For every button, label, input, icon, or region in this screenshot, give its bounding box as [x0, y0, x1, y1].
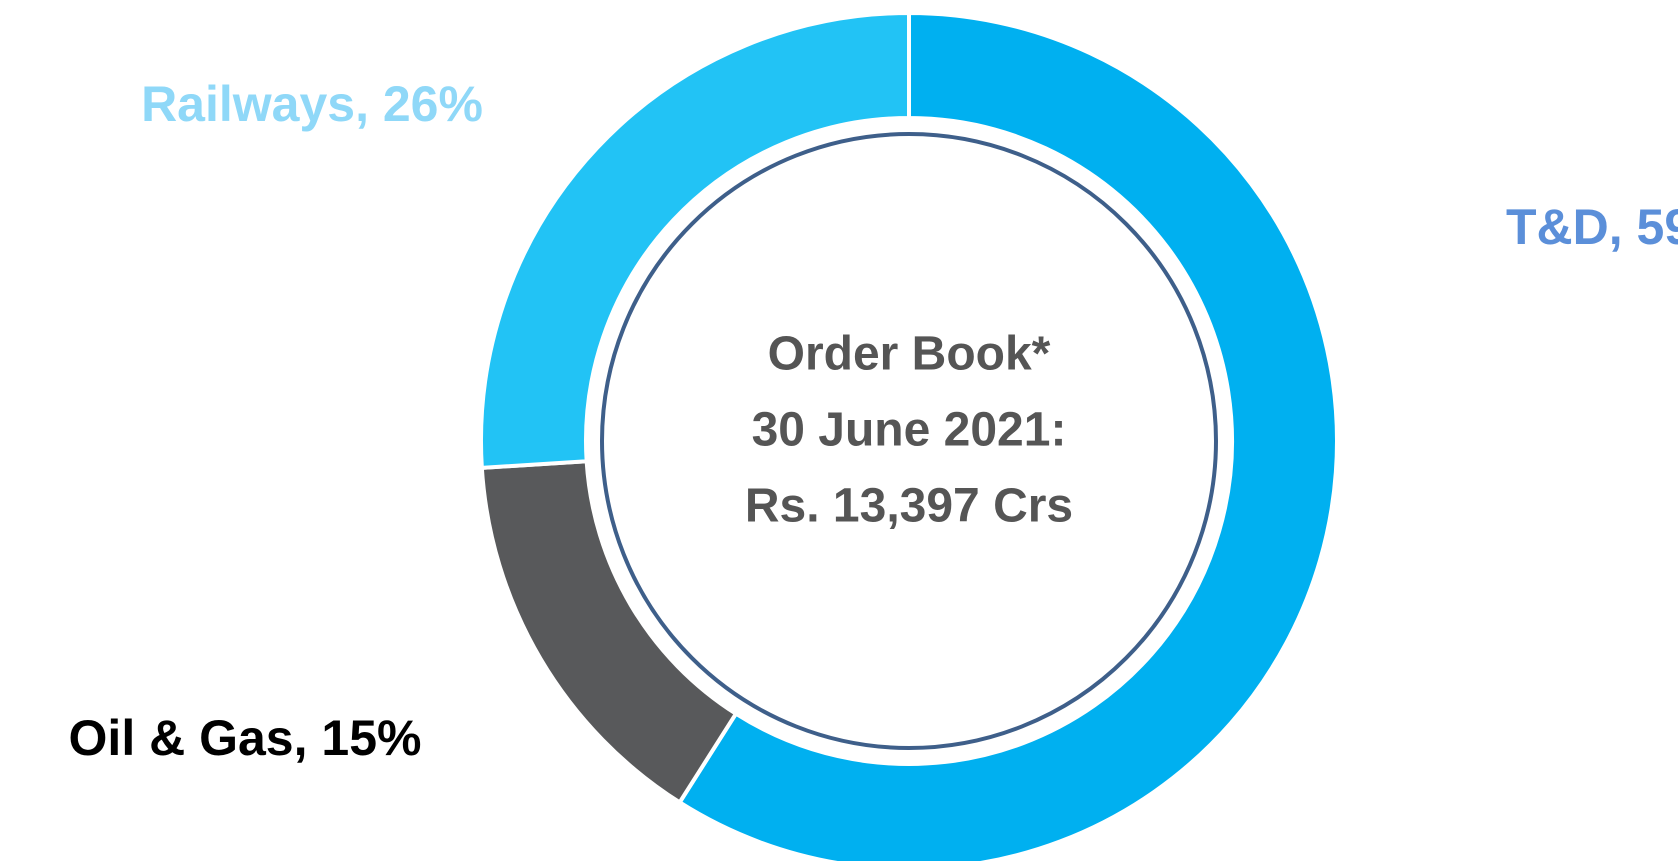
donut-segment [676, 10, 1339, 866]
center-text: Order Book* [768, 328, 1051, 381]
center-text: Rs. 13,397 Crs [745, 480, 1073, 533]
center-text: 30 June 2021: [752, 404, 1067, 457]
inner-ring [600, 132, 1218, 750]
data-label: Oil & Gas, 15% [69, 710, 422, 766]
data-label: Railways, 26% [141, 76, 483, 132]
data-label: T&D, 59% [1506, 199, 1678, 255]
donut-segment [479, 10, 911, 470]
